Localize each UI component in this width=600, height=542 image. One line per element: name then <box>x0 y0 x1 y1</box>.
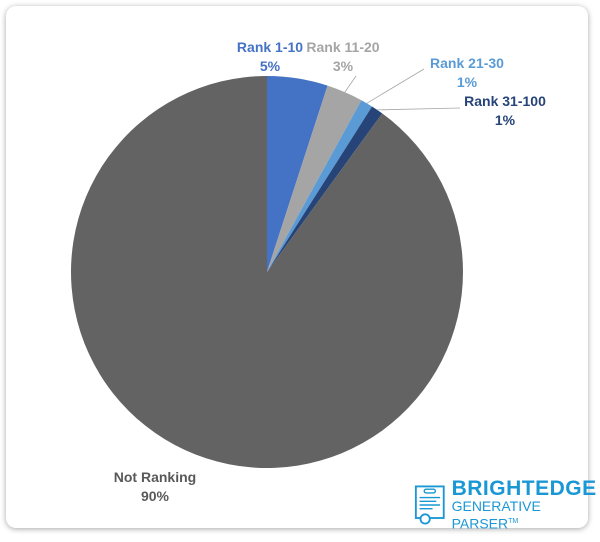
logo-line2: GENERATIVE PARSER <box>451 498 541 532</box>
slice-value-label: 1% <box>495 112 516 128</box>
pie-slice-rank-11-20 <box>267 85 362 272</box>
slice-category-label: Rank 1-10 <box>237 39 303 55</box>
brightedge-logo: BRIGHTEDGE GENERATIVE PARSERTM <box>414 478 600 532</box>
slice-category-label: Rank 21-30 <box>430 55 504 71</box>
slice-value-label: 5% <box>260 58 281 74</box>
slice-value-label: 1% <box>457 74 478 90</box>
logo-line1: BRIGHTEDGE <box>451 477 597 500</box>
pie-slice-rank-31-100 <box>267 106 383 273</box>
leader-line <box>366 68 425 104</box>
slice-value-label: 3% <box>333 58 354 74</box>
slice-category-label: Rank 11-20 <box>306 39 379 55</box>
document-icon <box>414 485 445 525</box>
leader-line <box>377 107 461 111</box>
pie-slice-rank-1-10 <box>267 76 328 272</box>
leader-line <box>344 75 357 93</box>
pie-slice-rank-21-30 <box>267 100 373 272</box>
logo-tm: TM <box>508 518 519 525</box>
slice-value-label: 90% <box>141 488 170 504</box>
slice-category-label: Rank 31-100 <box>464 93 546 109</box>
pie-slice-not-ranking <box>70 76 463 469</box>
slice-category-label: Not Ranking <box>114 469 196 485</box>
